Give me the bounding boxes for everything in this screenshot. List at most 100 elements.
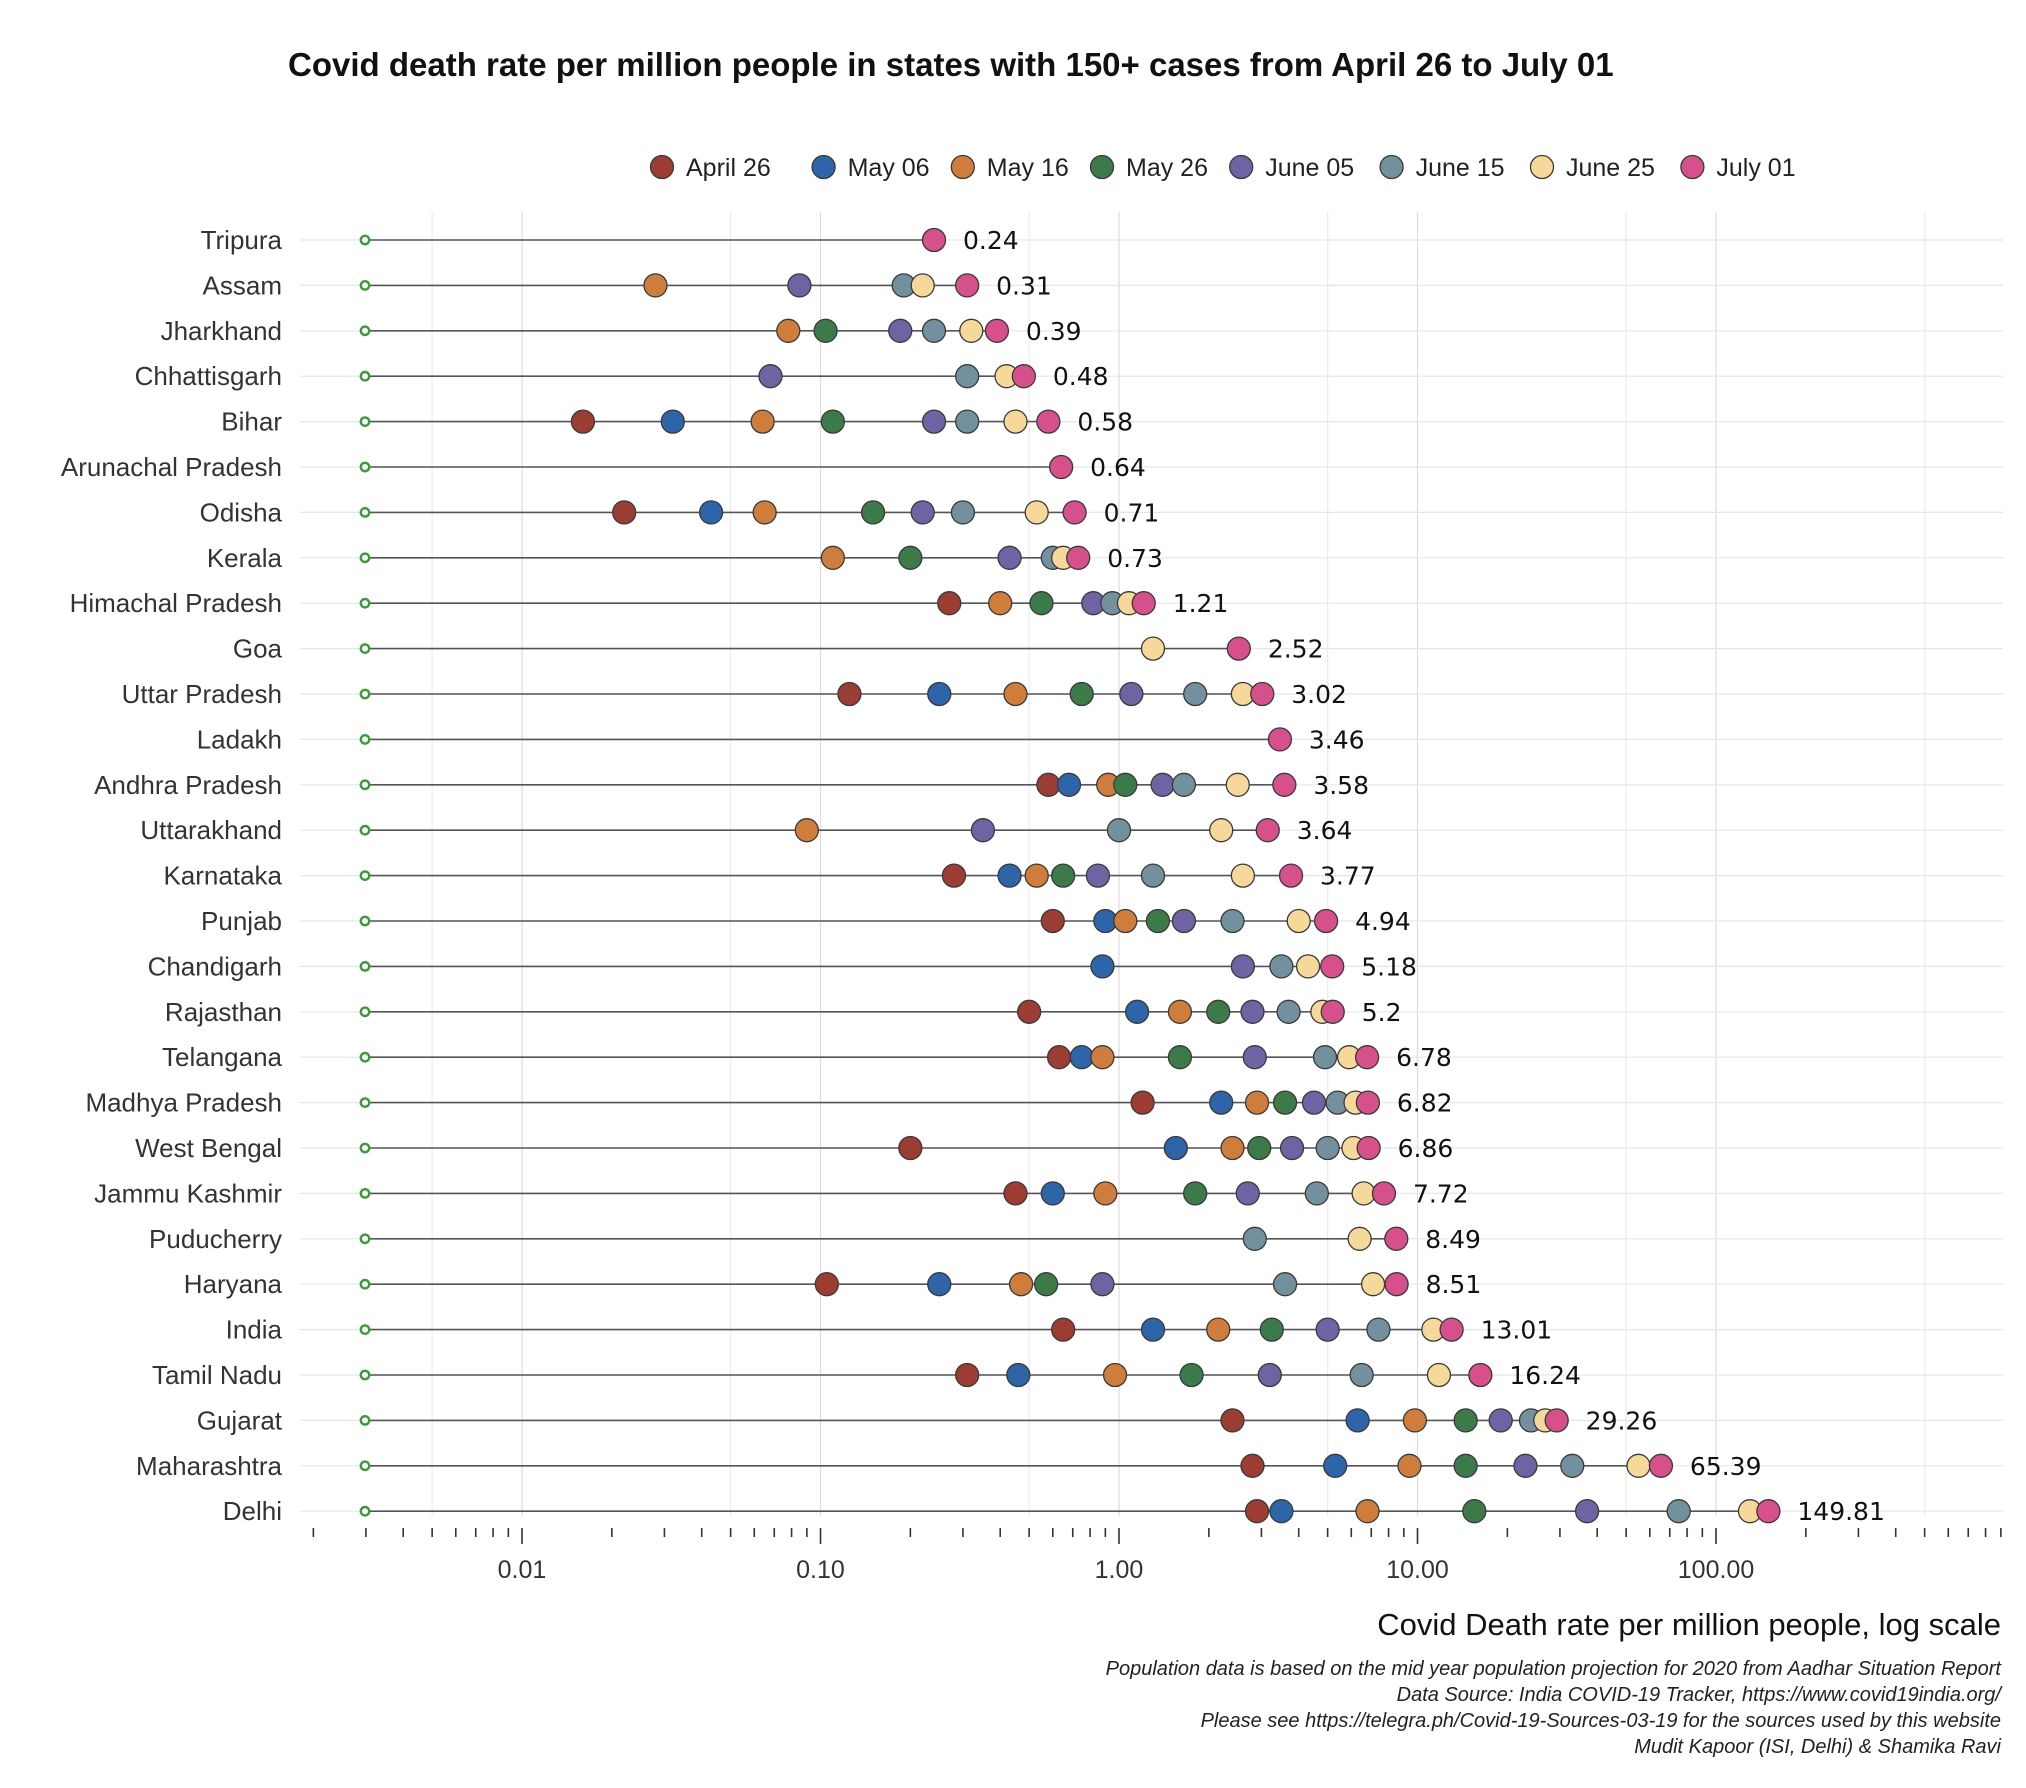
- data-point: [1040, 1181, 1065, 1206]
- category-label: Odisha: [200, 497, 283, 527]
- category-label: Himachal Pradesh: [70, 588, 282, 618]
- data-point: [837, 681, 862, 707]
- data-point: [1453, 1408, 1478, 1433]
- data-point: [1462, 1499, 1487, 1524]
- row-maharashtra: Maharashtra 65.39: [136, 1451, 1761, 1481]
- category-label: Rajasthan: [165, 997, 282, 1027]
- row-start-marker: [359, 734, 371, 745]
- data-point: [1069, 1045, 1094, 1070]
- row-west-bengal: West Bengal 6.86: [135, 1133, 1453, 1163]
- caption-line-source: Data Source: India COVID-19 Tracker, htt…: [1397, 1684, 2004, 1706]
- data-point: [1320, 999, 1345, 1024]
- value-label: 3.64: [1297, 816, 1353, 845]
- category-label: Telangana: [162, 1042, 283, 1072]
- data-point: [1003, 1181, 1028, 1206]
- data-point: [1167, 1045, 1193, 1070]
- data-point: [955, 409, 980, 434]
- row-start-marker: [359, 643, 371, 654]
- data-point: [1090, 954, 1115, 979]
- row-start-marker: [359, 1233, 371, 1245]
- data-point: [1240, 1453, 1265, 1478]
- data-point: [1062, 500, 1087, 525]
- legend-swatch: [649, 154, 675, 180]
- data-point: [921, 409, 947, 434]
- value-label: 7.72: [1413, 1179, 1469, 1208]
- data-point: [1006, 1362, 1031, 1388]
- data-point: [643, 273, 668, 298]
- data-point: [1257, 1362, 1282, 1388]
- data-point: [1036, 409, 1061, 434]
- legend-label: April 26: [686, 154, 771, 182]
- value-label: 65.39: [1690, 1452, 1762, 1481]
- row-start-marker: [359, 416, 371, 427]
- legend-label: May 16: [987, 154, 1069, 182]
- data-point: [1269, 954, 1294, 979]
- data-point: [997, 545, 1022, 570]
- value-label: 0.58: [1077, 408, 1133, 437]
- row-start-marker: [359, 915, 371, 927]
- row-start-marker: [359, 1324, 371, 1336]
- data-point: [820, 545, 846, 570]
- data-point: [898, 545, 923, 570]
- row-telangana: Telangana 6.78: [162, 1042, 1452, 1072]
- value-label: 5.2: [1362, 998, 1402, 1027]
- chart-title: Covid death rate per million people in s…: [288, 46, 1614, 83]
- category-label: Jharkhand: [161, 316, 282, 346]
- data-point: [1150, 772, 1175, 797]
- row-start-marker: [359, 325, 371, 337]
- data-point: [988, 591, 1013, 616]
- row-start-marker: [359, 552, 371, 564]
- value-label: 3.77: [1320, 862, 1376, 891]
- row-start-marker: [359, 870, 371, 881]
- data-point: [1315, 1135, 1340, 1161]
- data-point: [1003, 681, 1028, 707]
- data-point: [1240, 999, 1265, 1024]
- data-point: [1225, 772, 1250, 797]
- data-point: [921, 227, 947, 253]
- legend: April 26 May 06 May 16 May 26 June 05 June 15…: [649, 154, 1796, 182]
- value-label: 0.24: [963, 226, 1019, 255]
- data-point: [1033, 1272, 1059, 1297]
- category-label: Kerala: [207, 543, 283, 573]
- row-karnataka: Karnataka 3.77: [163, 861, 1375, 891]
- category-label: Puducherry: [149, 1224, 282, 1254]
- data-point: [814, 1272, 839, 1297]
- value-label: 2.52: [1268, 635, 1324, 664]
- data-point: [888, 318, 913, 343]
- data-point: [1304, 1181, 1329, 1206]
- data-point: [1355, 1090, 1381, 1115]
- data-point: [1051, 863, 1076, 888]
- value-label: 0.64: [1090, 453, 1146, 482]
- value-label: 4.94: [1355, 907, 1411, 936]
- data-point: [1145, 908, 1171, 934]
- data-point: [1119, 681, 1144, 707]
- data-point: [1384, 1272, 1409, 1297]
- data-point: [1016, 999, 1042, 1024]
- value-label: 3.46: [1309, 725, 1365, 754]
- value-label: 3.02: [1291, 680, 1347, 709]
- row-start-marker: [359, 1415, 371, 1426]
- value-label: 0.48: [1053, 362, 1109, 391]
- legend-label: July 01: [1716, 154, 1795, 182]
- data-point: [1513, 1453, 1538, 1478]
- data-point: [1756, 1499, 1781, 1524]
- category-label: Andhra Pradesh: [94, 770, 282, 800]
- data-point: [1276, 999, 1301, 1024]
- row-delhi: Delhi 149.81: [223, 1496, 1885, 1526]
- caption-line-population: Population data is based on the mid year…: [1106, 1658, 2003, 1680]
- row-himachal-pradesh: Himachal Pradesh 1.21: [70, 588, 1229, 618]
- category-label: Uttarakhand: [140, 815, 282, 845]
- row-jharkhand: Jharkhand 0.39: [161, 316, 1082, 346]
- data-point: [910, 273, 935, 298]
- category-label: Maharashtra: [136, 1451, 282, 1481]
- row-uttarakhand: Uttarakhand 3.64: [140, 815, 1352, 845]
- x-tick-label: 0.01: [498, 1556, 547, 1584]
- value-label: 0.39: [1026, 317, 1082, 346]
- row-india: India 13.01: [226, 1315, 1553, 1345]
- data-point: [1036, 772, 1061, 797]
- data-point: [955, 1362, 980, 1388]
- legend-swatch: [1529, 154, 1555, 180]
- data-point: [758, 364, 783, 389]
- data-point: [1626, 1453, 1651, 1478]
